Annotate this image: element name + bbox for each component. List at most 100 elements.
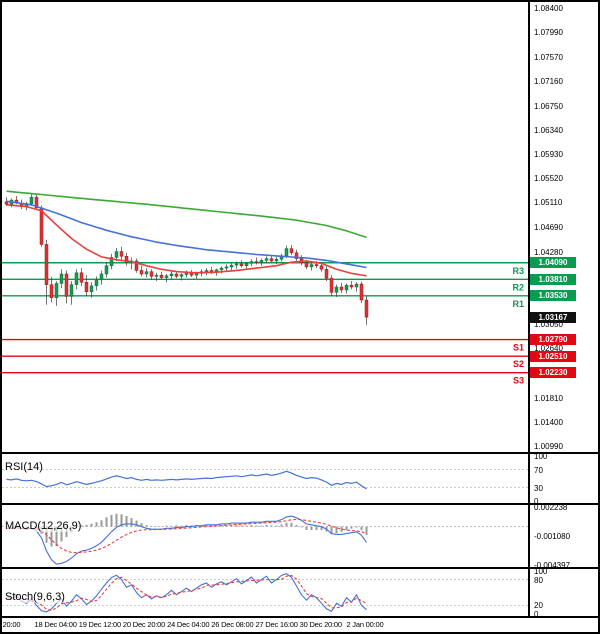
ma-slow-line [6,190,367,239]
candle-body [54,283,59,298]
stoch-k-line [6,572,367,613]
candle-body [59,273,64,284]
price-badge-last: 1.03167 [530,311,576,323]
price-badge-resistance: 1.04090 [530,257,576,269]
price-tick: 1.02640 [534,344,563,354]
candle-body [84,282,89,292]
candle-body [69,284,74,297]
candle-body [284,248,289,256]
candle-body [194,273,199,276]
candle-body [239,263,244,266]
candle-body [159,274,164,278]
price-badge-support: 1.02790 [530,334,576,346]
candle-body [99,273,104,281]
rsi-panel [2,469,528,490]
candle-body [44,244,49,285]
macd-line [6,515,367,565]
candle-body [204,270,209,272]
candle-body [219,267,224,271]
price-tick: 1.03050 [534,320,563,330]
pivot-label-S2: S2 [513,359,524,369]
macd-panel [2,513,528,565]
candle-body [304,262,309,268]
candle-body [94,279,99,287]
candle-body [254,261,259,264]
price-tick: 1.07160 [534,77,563,87]
candle-body [134,260,139,271]
price-tick: 1.07990 [534,28,563,38]
stoch-axis-label: 20 [534,601,543,611]
time-tick-label: 20 Dec 20:00 [122,620,166,629]
price-tick: 1.06340 [534,125,563,135]
macd-signal-line [6,518,367,554]
candle-body [229,264,234,268]
rsi-axis-label: 100 [534,452,548,461]
ma-mid-line [6,200,367,269]
price-tick: 1.04690 [534,223,563,233]
price-tick: 1.01400 [534,417,563,427]
candle-body [314,264,319,266]
panel-divider [2,503,598,505]
price-panel: R3 R2 R1 S1 S2 S3 [2,190,528,386]
macd-axis-label: -0.004397 [534,561,571,570]
candle-body [49,284,54,298]
candle-body [74,272,79,285]
candle-body [109,257,114,266]
candle-body [249,261,254,264]
candle-body [164,275,169,278]
stoch-axis-label: 0 [534,610,539,619]
price-axis: 1.08400 1.07990 1.07570 1.07160 1.06750 1.063… [530,2,598,619]
candle-body [264,258,269,261]
rsi-axis-label: 30 [534,483,543,493]
candle-body [34,196,39,209]
macd-axis-label: 0.002238 [534,503,568,512]
panel-divider [2,616,598,618]
candle-body [309,264,314,268]
time-tick-label: 18 Dec 04:00 [34,620,77,629]
candle-body [349,284,354,288]
candle-body [169,273,174,277]
candle-body [119,251,124,257]
candle-body [184,272,189,275]
price-badge-support: 1.02510 [530,350,576,362]
price-tick: 1.05520 [534,174,563,184]
pivot-label-R1: R1 [512,299,524,309]
pivot-label-S1: S1 [513,343,524,353]
candle-body [174,273,179,277]
price-badge-resistance: 1.03530 [530,290,576,302]
candle-body [149,271,154,277]
price-tick: 1.07570 [534,53,563,63]
price-tick: 1.01810 [534,393,563,403]
candle-body [29,196,34,204]
time-tick-label: 24 Dec 04:00 [167,620,210,629]
candle-body [274,258,279,262]
candle-body [144,271,149,275]
rsi-line [6,470,367,490]
pivot-label-R2: R2 [512,282,524,292]
price-tick: 1.00990 [534,442,563,451]
price-axis-divider [528,2,530,616]
candle-body [339,286,344,291]
stoch-axis-label: 80 [534,575,543,585]
candle-body [329,277,334,293]
candle-body [139,270,144,275]
candle-body [319,265,324,270]
candle-body [324,269,329,279]
time-tick-label: 30 Dec 20:00 [299,620,342,629]
time-tick-label: 2 Jan 00:00 [346,620,384,629]
time-axis: 20:00 18 Dec 04:00 19 Dec 12:00 20 Dec 20:0… [2,618,598,632]
stoch-panel [2,572,528,613]
candle-body [224,266,229,269]
candle-body [104,265,109,275]
stoch-d-line [6,574,367,611]
candle-body [364,299,369,318]
price-badge-resistance: 1.03810 [530,273,576,285]
candle-body [289,248,294,253]
price-tick: 1.08400 [534,4,563,13]
candle-body [124,256,129,263]
price-tick: 1.05930 [534,150,563,159]
pivot-label-S3: S3 [513,376,524,386]
candle-body [234,263,239,266]
ma-fast-line [6,204,367,277]
